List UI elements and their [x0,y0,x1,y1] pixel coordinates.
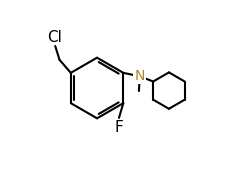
Text: Cl: Cl [47,30,61,45]
Text: N: N [134,69,144,83]
Text: F: F [114,120,123,135]
